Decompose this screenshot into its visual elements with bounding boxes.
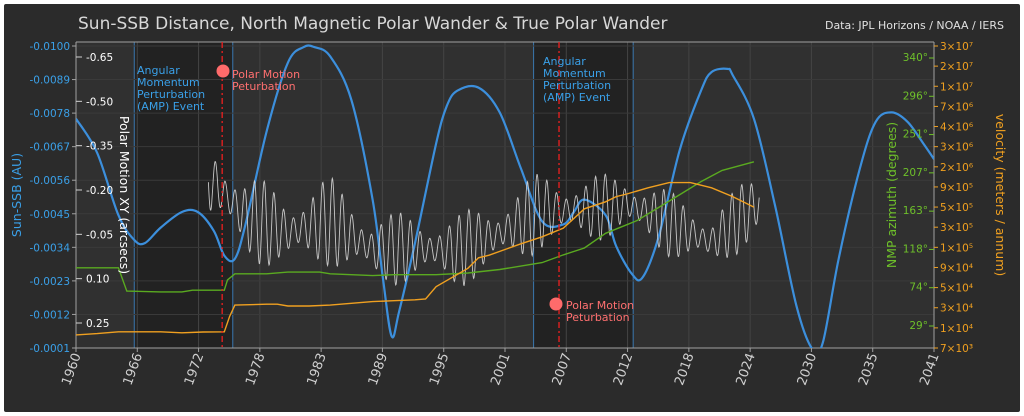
polar-tick-label: -0.50 [86,96,113,108]
velocity-tick-label: 1×10⁴ [940,323,973,335]
left-tick-label: -0.0100 [29,41,70,53]
azimuth-tick-label: 29° [909,320,928,332]
chart-frame: Angular Momentum Perturbation (AMP) Event An… [4,4,1020,412]
left-axis-label: Sun-SSB (AU) [9,153,24,237]
left-tick-label: -0.0001 [29,343,70,355]
x-tick-label: 1978 [243,351,268,387]
polar-tick-label: 0.10 [86,274,109,286]
velocity-tick-label: 5×10⁵ [940,202,973,214]
chart-title: Sun-SSB Distance, North Magnetic Polar W… [78,14,668,34]
polar-event-annotation: Peturbation [566,311,630,324]
polar-tick-label: -0.05 [86,229,113,241]
x-tick-label: 2007 [550,351,575,387]
x-tick-label: 2035 [856,351,881,387]
left-tick-label: -0.0045 [29,209,70,221]
amp-event-annotation: Perturbation [137,88,205,101]
velocity-tick-label: 2×10⁷ [940,61,973,73]
amp-event-annotation: Momentum [137,76,200,89]
velocity-tick-label: 4×10⁶ [940,122,973,134]
x-tick-label: 2024 [733,351,758,387]
data-source: Data: JPL Horizons / NOAA / IERS [825,19,1004,32]
amp-event-annotation: Angular [543,55,586,68]
left-tick-label: -0.0023 [29,276,70,288]
velocity-tick-label: 1×10⁷ [940,81,973,93]
x-tick-label: 1966 [121,351,146,387]
left-tick-label: -0.0034 [29,242,70,254]
velocity-tick-label: 3×10⁴ [940,303,973,315]
velocity-tick-label: 7×10⁶ [940,101,973,113]
x-tick-label: 2001 [488,351,513,387]
azimuth-tick-label: 207° [903,167,928,179]
x-tick-label: 2041 [917,351,942,387]
azimuth-tick-label: 340° [903,52,928,64]
left-tick-label: -0.0056 [29,175,70,187]
velocity-axis-label: velocity (meters / annum) [993,114,1008,276]
velocity-line [76,181,755,336]
left-tick-label: -0.0078 [29,108,70,120]
velocity-tick-label: 1×10⁵ [940,242,973,254]
polar-event-marker [549,297,563,311]
polar-tick-label: -0.65 [86,52,113,64]
velocity-tick-label: 9×10⁵ [940,182,973,194]
nmp-azimuth-line [76,161,755,293]
x-tick-label: 1989 [366,351,391,387]
x-tick-label: 1983 [304,351,329,387]
polar-motion-line [207,161,760,287]
polar-event-annotation: Polar Motion [232,68,300,81]
amp-event-annotation: (AMP) Event [543,91,611,104]
azimuth-tick-label: 251° [903,129,928,141]
amp-band [134,42,233,348]
x-tick-label: 2018 [672,351,697,387]
azimuth-tick-label: 296° [903,90,928,102]
velocity-tick-label: 5×10⁴ [940,283,973,295]
velocity-tick-label: 3×10⁷ [940,41,973,53]
x-tick-label: 1995 [427,351,452,387]
azimuth-tick-label: 74° [909,282,928,294]
left-tick-label: -0.0012 [29,309,70,321]
velocity-tick-label: 3×10⁵ [940,222,973,234]
velocity-tick-label: 9×10⁴ [940,262,973,274]
polar-tick-label: -0.20 [86,185,113,197]
polar-tick-label: -0.35 [86,141,113,153]
sun-ssb-line [76,44,934,348]
polar-event-marker [216,64,230,78]
x-tick-label: 1972 [182,351,207,387]
amp-event-annotation: (AMP) Event [137,100,205,113]
azimuth-tick-label: 118° [903,243,928,255]
polar-tick-label: 0.25 [86,318,109,330]
x-tick-label: 2030 [795,351,820,387]
x-tick-label: 1960 [59,351,84,387]
amp-event-annotation: Momentum [543,67,606,80]
velocity-tick-label: 3×10⁶ [940,142,973,154]
polar-event-annotation: Polar Motion [566,299,634,312]
velocity-tick-label: 7×10³ [940,343,973,355]
left-tick-label: -0.0067 [29,142,70,154]
amp-event-annotation: Perturbation [543,79,611,92]
x-tick-label: 2012 [611,351,636,387]
amp-event-annotation: Angular [137,64,180,77]
polar-axis-label: Polar Motion XY (arcsecs) [117,116,132,274]
polar-event-annotation: Peturbation [232,80,296,93]
left-tick-label: -0.0089 [29,75,70,87]
azimuth-tick-label: 163° [903,205,928,217]
azimuth-axis-label: NMP azimuth (degrees) [884,122,899,268]
velocity-tick-label: 2×10⁶ [940,162,973,174]
